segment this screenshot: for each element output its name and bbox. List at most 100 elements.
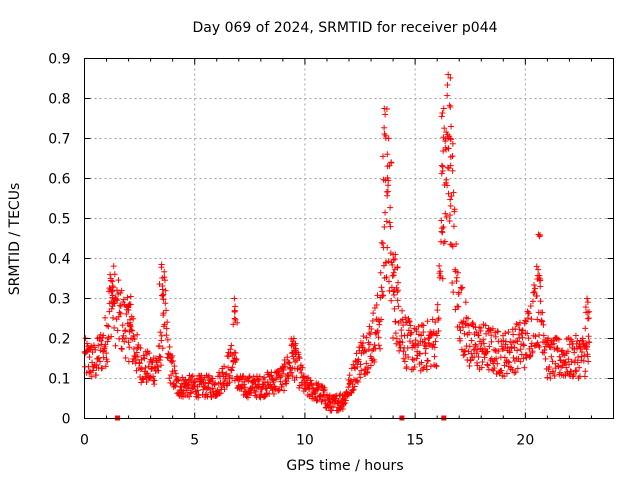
- data-point: [169, 352, 176, 359]
- data-point: [289, 338, 296, 345]
- data-point: [292, 347, 299, 354]
- data-point: [557, 357, 564, 364]
- data-point: [129, 358, 136, 365]
- data-point: [88, 373, 95, 380]
- data-point: [247, 385, 254, 392]
- data-point: [321, 392, 328, 399]
- data-point: [102, 341, 109, 348]
- data-point: [231, 315, 238, 322]
- data-point: [375, 342, 382, 349]
- plot-frame: [84, 58, 614, 419]
- data-point: [579, 349, 586, 356]
- data-point: [84, 340, 91, 347]
- data-point: [262, 393, 269, 400]
- data-point: [416, 350, 423, 357]
- data-point: [110, 314, 117, 321]
- data-point: [380, 153, 387, 160]
- data-point: [349, 387, 356, 394]
- data-point: [451, 206, 458, 213]
- data-point: [537, 232, 544, 239]
- data-point: [400, 348, 407, 355]
- data-point: [382, 209, 389, 216]
- data-point: [450, 223, 457, 230]
- data-point: [185, 382, 192, 389]
- data-point: [115, 277, 122, 284]
- data-point: [384, 174, 391, 181]
- data-point: [476, 338, 483, 345]
- data-point: [551, 372, 558, 379]
- data-point: [238, 385, 245, 392]
- data-point: [107, 277, 114, 284]
- data-point: [335, 398, 342, 405]
- data-point: [293, 374, 300, 381]
- data-point: [532, 285, 539, 292]
- data-point: [298, 369, 305, 376]
- data-point: [474, 346, 481, 353]
- data-point: [480, 336, 487, 343]
- data-point: [460, 352, 467, 359]
- data-point: [586, 308, 593, 315]
- data-point: [102, 363, 109, 370]
- data-point: [134, 353, 141, 360]
- data-point: [492, 329, 499, 336]
- data-point: [411, 364, 418, 371]
- data-point: [376, 345, 383, 352]
- data-point: [377, 269, 384, 276]
- data-point: [585, 358, 592, 365]
- data-point: [382, 111, 389, 118]
- data-point: [202, 379, 209, 386]
- data-point: [456, 289, 463, 296]
- data-point: [179, 374, 186, 381]
- data-point: [382, 132, 389, 139]
- data-point: [444, 92, 451, 99]
- data-point: [219, 369, 226, 376]
- data-point: [111, 324, 118, 331]
- data-point: [519, 334, 526, 341]
- data-point: [443, 214, 450, 221]
- data-point: [144, 370, 151, 377]
- data-point: [351, 383, 358, 390]
- data-point: [574, 359, 581, 366]
- data-point: [381, 223, 388, 230]
- data-point: [537, 283, 544, 290]
- data-point: [394, 264, 401, 271]
- data-point: [98, 337, 105, 344]
- data-point: [454, 269, 461, 276]
- data-point: [516, 319, 523, 326]
- data-point: [532, 333, 539, 340]
- data-point: [127, 316, 134, 323]
- data-point: [441, 238, 448, 245]
- data-point: [223, 370, 230, 377]
- data-point: [363, 334, 370, 341]
- data-point: [484, 362, 491, 369]
- data-point: [142, 373, 149, 380]
- data-point: [175, 377, 182, 384]
- data-point: [86, 354, 93, 361]
- data-point: [439, 110, 446, 117]
- data-point: [288, 369, 295, 376]
- data-point: [160, 310, 167, 317]
- data-point: [487, 326, 494, 333]
- data-point: [500, 337, 507, 344]
- data-point: [494, 360, 501, 367]
- data-point: [228, 342, 235, 349]
- data-point: [118, 345, 125, 352]
- x-tick-label: 20: [516, 433, 534, 449]
- data-point: [482, 322, 489, 329]
- data-point: [367, 362, 374, 369]
- data-point: [133, 357, 140, 364]
- data-point: [430, 341, 437, 348]
- data-point: [261, 379, 268, 386]
- data-point: [266, 373, 273, 380]
- data-point: [156, 357, 163, 364]
- data-point: [500, 345, 507, 352]
- data-point: [433, 363, 440, 370]
- data-point: [156, 281, 163, 288]
- data-point: [466, 343, 473, 350]
- data-point: [540, 332, 547, 339]
- data-point: [194, 387, 201, 394]
- data-point: [188, 373, 195, 380]
- data-point: [581, 352, 588, 359]
- data-point: [446, 212, 453, 219]
- data-point: [146, 375, 153, 382]
